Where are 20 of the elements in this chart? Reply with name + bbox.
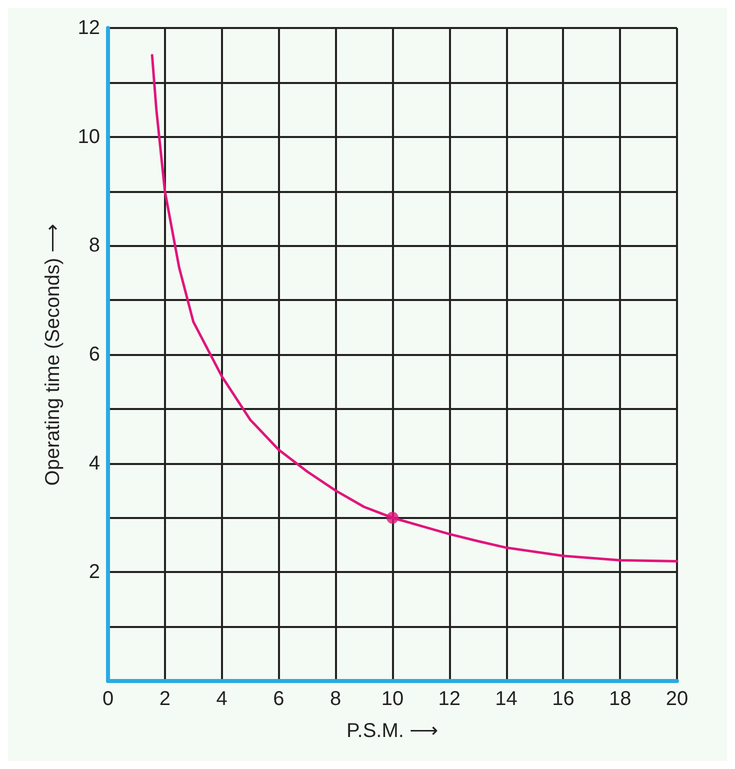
x-tick-label: 10 xyxy=(381,688,404,710)
line-series xyxy=(150,54,678,563)
x-tick-label: 0 xyxy=(102,688,114,710)
x-tick-label: 2 xyxy=(159,688,170,710)
x-tick-label: 18 xyxy=(608,688,632,710)
x-tick-label: 14 xyxy=(495,688,518,710)
y-tick-label: 10 xyxy=(78,126,100,148)
y-tick-label: 2 xyxy=(88,561,100,584)
x-tick-label: 8 xyxy=(330,688,342,710)
x-tick-label: 4 xyxy=(216,688,228,710)
y-tick-label: 6 xyxy=(88,344,100,366)
y-axis-title: Operating time (Seconds) ⟶ xyxy=(42,223,64,486)
y-tick-label: 8 xyxy=(88,234,100,257)
x-tick-label: 16 xyxy=(552,688,574,710)
y-tick-label: 12 xyxy=(78,17,100,39)
x-tick-label: 6 xyxy=(273,688,284,710)
x-tick-label: 20 xyxy=(666,688,688,710)
y-tick-label: 4 xyxy=(88,452,100,474)
x-axis-title: P.S.M. ⟶ xyxy=(346,720,438,742)
x-tick-label: 12 xyxy=(438,688,461,710)
